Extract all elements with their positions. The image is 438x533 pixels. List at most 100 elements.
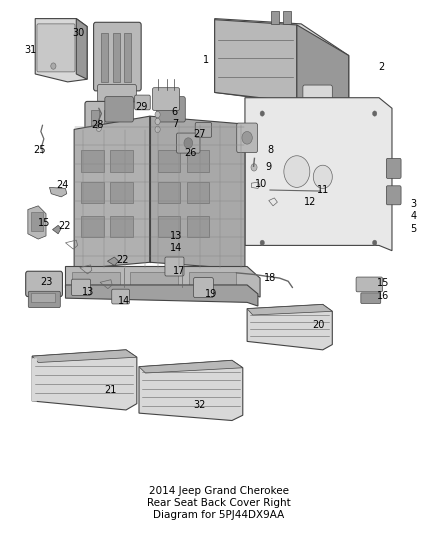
FancyBboxPatch shape bbox=[98, 85, 136, 102]
FancyBboxPatch shape bbox=[134, 95, 150, 110]
FancyBboxPatch shape bbox=[37, 24, 75, 72]
Polygon shape bbox=[139, 360, 243, 421]
Bar bbox=[101, 34, 108, 82]
Circle shape bbox=[155, 118, 160, 125]
Circle shape bbox=[372, 240, 377, 245]
Polygon shape bbox=[247, 304, 332, 315]
FancyBboxPatch shape bbox=[71, 279, 91, 295]
Polygon shape bbox=[297, 25, 349, 125]
Text: 13: 13 bbox=[170, 231, 182, 241]
Text: 13: 13 bbox=[82, 287, 95, 297]
Bar bbox=[189, 272, 236, 285]
Text: 15: 15 bbox=[377, 278, 389, 288]
Bar bbox=[113, 34, 120, 82]
Polygon shape bbox=[28, 206, 46, 239]
Text: 30: 30 bbox=[72, 28, 85, 38]
FancyBboxPatch shape bbox=[26, 271, 63, 296]
Text: 29: 29 bbox=[135, 102, 147, 112]
Bar bbox=[92, 110, 99, 160]
Text: 19: 19 bbox=[205, 289, 217, 299]
Polygon shape bbox=[215, 19, 349, 125]
Bar bbox=[81, 216, 104, 238]
FancyBboxPatch shape bbox=[303, 85, 332, 121]
Bar bbox=[124, 34, 131, 82]
Bar bbox=[187, 182, 209, 203]
Text: 21: 21 bbox=[104, 385, 116, 395]
Bar bbox=[283, 11, 291, 24]
Text: 32: 32 bbox=[193, 400, 206, 410]
Text: 4: 4 bbox=[410, 212, 417, 221]
FancyBboxPatch shape bbox=[85, 101, 125, 167]
Polygon shape bbox=[35, 19, 87, 82]
Bar bbox=[110, 216, 133, 238]
Polygon shape bbox=[139, 360, 243, 373]
Polygon shape bbox=[150, 116, 245, 269]
Circle shape bbox=[260, 111, 265, 116]
Bar bbox=[31, 293, 55, 302]
FancyBboxPatch shape bbox=[105, 96, 134, 122]
Text: 10: 10 bbox=[255, 179, 268, 189]
Text: 28: 28 bbox=[91, 120, 103, 130]
Bar bbox=[31, 212, 43, 231]
Text: 3: 3 bbox=[410, 199, 417, 209]
Text: 6: 6 bbox=[172, 107, 178, 117]
FancyBboxPatch shape bbox=[94, 22, 141, 91]
Bar bbox=[158, 182, 180, 203]
Polygon shape bbox=[49, 188, 67, 197]
Bar bbox=[110, 150, 133, 172]
Text: 2: 2 bbox=[378, 62, 384, 72]
Text: 20: 20 bbox=[312, 319, 325, 329]
Bar bbox=[158, 216, 180, 238]
Bar bbox=[131, 272, 178, 285]
Circle shape bbox=[251, 164, 257, 171]
Circle shape bbox=[155, 126, 160, 133]
FancyBboxPatch shape bbox=[28, 292, 60, 308]
Text: 31: 31 bbox=[25, 45, 37, 55]
Bar bbox=[187, 216, 209, 238]
Text: 5: 5 bbox=[410, 223, 417, 233]
Bar bbox=[72, 272, 120, 285]
Text: 22: 22 bbox=[117, 255, 129, 265]
Polygon shape bbox=[66, 285, 258, 306]
Circle shape bbox=[96, 125, 101, 132]
Text: 24: 24 bbox=[56, 180, 69, 190]
Bar bbox=[158, 150, 180, 172]
FancyBboxPatch shape bbox=[195, 123, 212, 138]
Circle shape bbox=[242, 132, 252, 144]
Polygon shape bbox=[245, 98, 392, 251]
Text: 14: 14 bbox=[118, 296, 130, 306]
Circle shape bbox=[155, 111, 160, 118]
Circle shape bbox=[184, 138, 193, 148]
Polygon shape bbox=[66, 266, 260, 297]
FancyBboxPatch shape bbox=[356, 277, 382, 292]
FancyBboxPatch shape bbox=[32, 358, 37, 401]
Text: 16: 16 bbox=[377, 290, 389, 301]
Polygon shape bbox=[107, 257, 119, 265]
FancyBboxPatch shape bbox=[157, 96, 185, 122]
Polygon shape bbox=[53, 225, 61, 234]
Text: 25: 25 bbox=[33, 146, 46, 156]
Text: 7: 7 bbox=[172, 119, 178, 129]
Bar bbox=[271, 11, 279, 24]
Text: 12: 12 bbox=[304, 197, 316, 207]
Text: 14: 14 bbox=[170, 243, 182, 253]
Text: 18: 18 bbox=[264, 273, 276, 283]
Text: 9: 9 bbox=[266, 163, 272, 172]
FancyBboxPatch shape bbox=[194, 278, 213, 297]
Text: 8: 8 bbox=[268, 146, 274, 156]
Text: 22: 22 bbox=[58, 221, 71, 231]
Text: 2014 Jeep Grand Cherokee
Rear Seat Back Cover Right
Diagram for 5PJ44DX9AA: 2014 Jeep Grand Cherokee Rear Seat Back … bbox=[147, 487, 291, 520]
Circle shape bbox=[284, 156, 310, 188]
FancyBboxPatch shape bbox=[152, 88, 180, 110]
Polygon shape bbox=[32, 350, 137, 410]
Circle shape bbox=[260, 240, 265, 245]
Bar bbox=[81, 150, 104, 172]
Bar bbox=[110, 182, 133, 203]
Text: 1: 1 bbox=[203, 55, 209, 64]
Bar bbox=[104, 110, 112, 160]
Polygon shape bbox=[32, 350, 137, 362]
Text: 17: 17 bbox=[173, 266, 185, 276]
Bar bbox=[81, 182, 104, 203]
Text: 27: 27 bbox=[193, 128, 206, 139]
FancyBboxPatch shape bbox=[165, 257, 184, 276]
